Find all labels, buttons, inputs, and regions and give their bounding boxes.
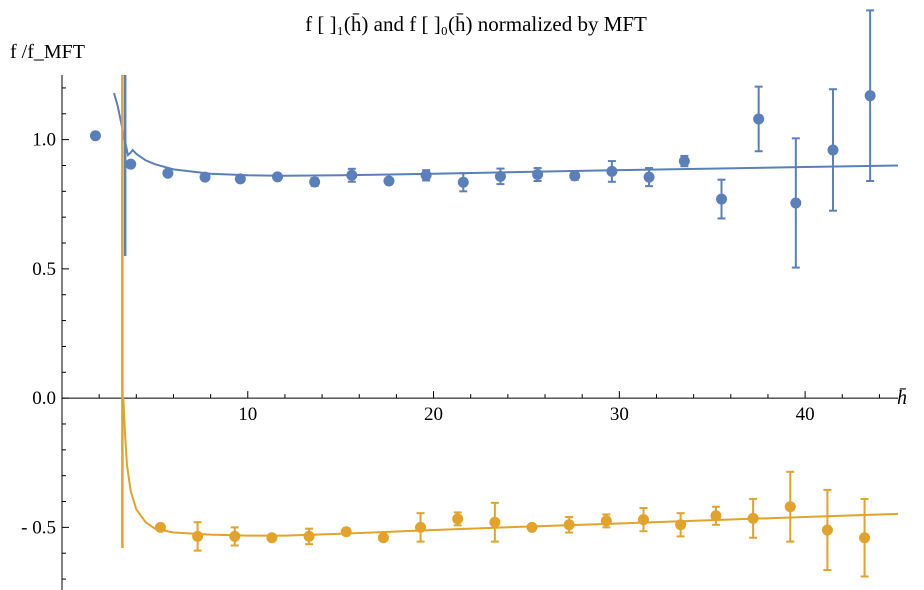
y-tick-label: 0.0 (32, 388, 56, 409)
fit-curve-0 (113, 92, 899, 177)
data-point (637, 514, 649, 526)
data-point (526, 521, 538, 533)
data-point (569, 170, 581, 182)
data-point (716, 193, 728, 205)
y-tick-label: 1.0 (32, 130, 56, 151)
data-point (494, 170, 506, 182)
y-axis-label: f /f_MFT (10, 41, 85, 63)
data-point (747, 512, 759, 524)
data-point (532, 169, 544, 181)
data-point (272, 171, 284, 183)
x-tick-label: 30 (610, 404, 629, 425)
data-point (192, 530, 204, 542)
data-point (457, 176, 469, 188)
data-point (199, 171, 211, 183)
data-point (563, 519, 575, 531)
data-point (234, 173, 246, 185)
data-point (600, 515, 612, 527)
x-tick-label: 10 (238, 404, 257, 425)
data-point (606, 165, 618, 177)
chart-title: f [ ]₁(h̄) and f [ ]₀(h̄) normalized by … (305, 12, 647, 36)
data-point (643, 171, 655, 183)
data-point (753, 113, 765, 125)
data-point (309, 176, 321, 188)
data-point (415, 521, 427, 533)
data-point (790, 197, 802, 209)
data-point (154, 521, 166, 533)
data-point (89, 130, 101, 142)
data-point (678, 155, 690, 167)
y-tick-label: 0.5 (32, 259, 56, 280)
x-tick-label: 40 (796, 404, 815, 425)
data-point (859, 532, 871, 544)
data-point (710, 510, 722, 522)
data-point (864, 90, 876, 102)
data-point (266, 532, 278, 544)
data-point (383, 175, 395, 187)
data-point (827, 144, 839, 156)
data-point (675, 519, 687, 531)
data-point (162, 167, 174, 179)
x-tick-label: 20 (424, 404, 443, 425)
axis-ticks: 10 20 30 40 1.0 0.5 0.0 - 0.5 (21, 87, 880, 580)
data-point (784, 501, 796, 513)
y-tick-label: - 0.5 (21, 517, 56, 538)
fit-curve-1 (122, 398, 899, 537)
fit-curves (113, 75, 899, 549)
data-point (340, 526, 352, 538)
data-point (489, 516, 501, 528)
data-point (229, 530, 241, 542)
data-point (452, 513, 464, 525)
data-points (89, 9, 876, 578)
data-point (303, 530, 315, 542)
data-point (346, 169, 358, 181)
data-point (125, 158, 137, 170)
data-point (821, 524, 833, 536)
x-axis-label: h̄ (897, 387, 907, 409)
data-point (377, 532, 389, 544)
data-point (420, 169, 432, 181)
